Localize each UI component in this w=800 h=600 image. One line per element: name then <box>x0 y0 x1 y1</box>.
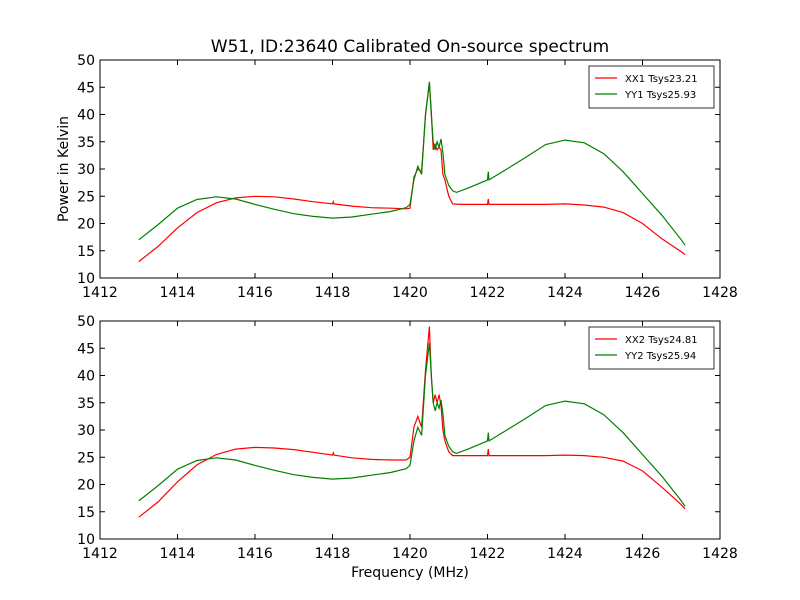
y-tick-label: 10 <box>77 532 95 548</box>
y-tick-label: 25 <box>77 189 95 205</box>
series-line-top-2 <box>138 81 686 246</box>
x-tick-label: 1426 <box>625 546 661 562</box>
x-tick-label: 1426 <box>625 285 661 301</box>
legend-label: XX2 Tsys24.81 <box>625 335 698 346</box>
x-tick-label: 1420 <box>392 285 428 301</box>
y-tick-label: 45 <box>77 80 95 96</box>
x-tick-label: 1416 <box>237 546 273 562</box>
y-tick-label: 25 <box>77 450 95 466</box>
y-tick-label: 45 <box>77 341 95 357</box>
y-tick-label: 10 <box>77 271 95 287</box>
x-tick-label: 1416 <box>237 285 273 301</box>
y-tick-label: 35 <box>77 135 95 151</box>
x-tick-label: 1422 <box>470 285 506 301</box>
series-line-bottom-1 <box>138 326 686 518</box>
y-tick-label: 15 <box>77 244 95 260</box>
x-tick-label: 1418 <box>315 546 351 562</box>
bottom-plot: 1412 1414 1416 1418 1420 1422 1424 1426 1428 10 15… <box>77 314 738 562</box>
legend-box <box>588 65 715 109</box>
x-axis-label-bottom: Frequency (MHz) <box>351 565 469 581</box>
x-tick-label: 1418 <box>315 285 351 301</box>
y-axis-label-top: Power in Kelvin <box>56 116 72 222</box>
legend-bottom: XX2 Tsys24.81 YY2 Tsys25.94 <box>588 326 715 370</box>
y-tick-label: 30 <box>77 423 95 439</box>
x-tick-label: 1414 <box>160 546 196 562</box>
series-line-bottom-2 <box>138 342 686 507</box>
y-tick-label: 30 <box>77 162 95 178</box>
legend-top: XX1 Tsys23.21 YY1 Tsys25.93 <box>588 65 715 109</box>
x-tick-label: 1424 <box>547 546 583 562</box>
x-tick-label: 1414 <box>160 285 196 301</box>
legend-label: YY1 Tsys25.93 <box>624 90 696 101</box>
x-tick-label: 1428 <box>702 285 738 301</box>
y-tick-label: 40 <box>77 108 95 124</box>
y-tick-label: 35 <box>77 396 95 412</box>
chart-title: W51, ID:23640 Calibrated On-source spect… <box>211 37 609 57</box>
x-tick-label: 1420 <box>392 546 428 562</box>
x-tick-label: 1424 <box>547 285 583 301</box>
legend-box <box>588 326 715 370</box>
legend-label: YY2 Tsys25.94 <box>624 351 696 362</box>
y-tick-label: 20 <box>77 217 95 233</box>
y-tick-label: 50 <box>77 314 95 330</box>
top-plot: 1412 1414 1416 1418 1420 1422 1424 1426 1428 10 15… <box>77 53 738 301</box>
y-tick-label: 20 <box>77 478 95 494</box>
y-tick-label: 15 <box>77 505 95 521</box>
x-tick-label: 1422 <box>470 546 506 562</box>
x-tick-label: 1412 <box>82 546 118 562</box>
x-tick-label: 1412 <box>82 285 118 301</box>
y-tick-label: 40 <box>77 369 95 385</box>
legend-label: XX1 Tsys23.21 <box>625 74 698 85</box>
x-tick-label: 1428 <box>702 546 738 562</box>
y-tick-label: 50 <box>77 53 95 69</box>
